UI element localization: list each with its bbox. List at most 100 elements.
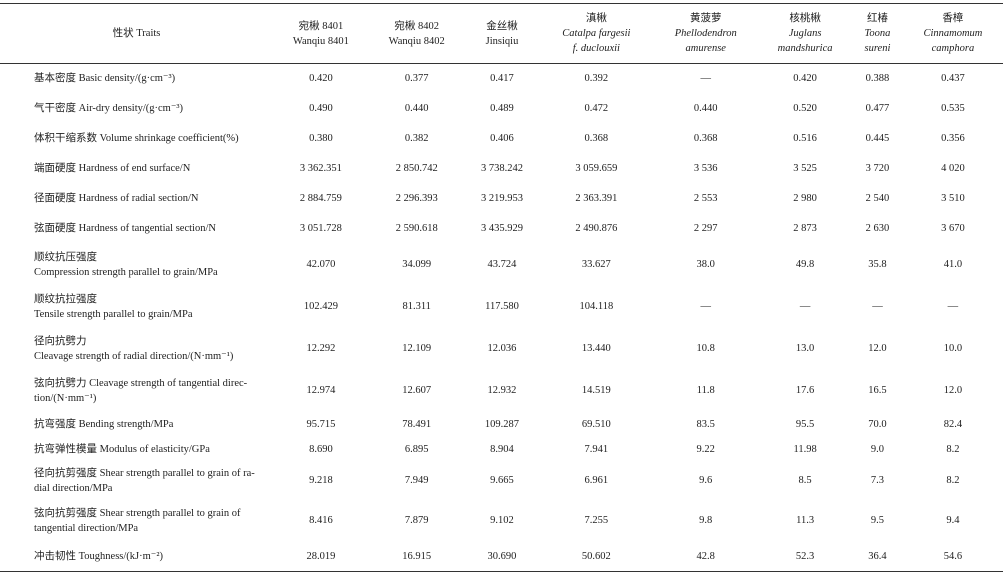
- value-cell: 3 219.953: [480, 193, 523, 204]
- trait-cell: 顺纹抗拉强度 Tensile strength parallel to grain…: [0, 286, 273, 328]
- value-cell: 2 873: [793, 223, 817, 234]
- trait-line: 径面硬度 Hardness of radial section/N: [34, 193, 199, 204]
- value-cell: 95.715: [306, 418, 336, 430]
- value-cell: 10.8: [696, 343, 715, 354]
- species-name: 红椿: [866, 13, 888, 24]
- value-cell: 82.4: [943, 418, 963, 430]
- value-cell: 2 363.391: [575, 193, 618, 204]
- value-cell: 2 590.618: [395, 223, 438, 234]
- data-row: 顺纹抗压强度 Compression strength parallel to g…: [0, 244, 1003, 286]
- data-row: 抗弯弹性模量 Modulus of elasticity/GPa 8.690 6.8…: [0, 437, 1003, 462]
- value-cell: 8.416: [309, 515, 333, 526]
- value-cell: 42.070: [306, 259, 336, 270]
- value-cell: 9.218: [309, 475, 333, 486]
- value-cell: 43.724: [487, 259, 517, 270]
- value-cell: 8.5: [798, 475, 812, 486]
- value-cell: 2 540: [865, 193, 890, 204]
- value-cell: 3 435.929: [480, 223, 523, 234]
- latin-name: sureni: [864, 43, 891, 54]
- value-cell: 7.949: [404, 475, 429, 486]
- value-cell: 0.516: [793, 133, 817, 144]
- trait-line: Cleavage strength of radial direction/(N…: [34, 350, 234, 362]
- column-header: 核桃楸 Juglans mandshurica: [758, 3, 853, 64]
- table-body: 基本密度 Basic density/(g·cm⁻³) 0.420 0.377 0.4…: [0, 64, 1003, 572]
- value-cell: 8.2: [946, 475, 960, 486]
- trait-header: 性状 Traits: [0, 3, 273, 64]
- value-cell: 3 536: [693, 163, 718, 174]
- latin-name: camphora: [931, 43, 975, 54]
- value-cell: 0.380: [309, 133, 333, 144]
- value-cell: 0.417: [490, 73, 514, 85]
- value-cell: 13.0: [795, 343, 815, 354]
- value-cell: —: [700, 73, 711, 85]
- value-cell: 0.420: [793, 73, 817, 85]
- value-cell: 12.0: [943, 385, 963, 396]
- value-cell: 2 630: [865, 223, 890, 234]
- trait-cell: 径面硬度 Hardness of radial section/N: [0, 184, 273, 214]
- species-name: 宛楸 8401: [298, 20, 344, 32]
- value-cell: 0.477: [865, 103, 890, 114]
- species-name: 香樟: [942, 13, 964, 24]
- value-cell: 0.356: [941, 133, 965, 144]
- value-cell: 3 670: [941, 223, 965, 234]
- value-cell: 109.287: [484, 418, 520, 430]
- trait-cell: 体积干缩系数 Volume shrinkage coefficient(%): [0, 124, 273, 154]
- trait-cell: 顺纹抗压强度 Compression strength parallel to g…: [0, 244, 273, 286]
- data-row: 端面硬度 Hardness of end surface/N 3 362.351 2…: [0, 154, 1003, 184]
- properties-table: 性状 Traits 宛楸 8401 Wanqiu 8401 宛楸 8402 Wanqi…: [0, 3, 1003, 572]
- value-cell: 102.429: [303, 301, 338, 312]
- value-cell: 12.932: [487, 385, 517, 396]
- value-cell: 34.099: [402, 259, 432, 270]
- value-cell: 41.0: [943, 259, 963, 270]
- column-header: 香樟 Cinnamomum camphora: [902, 3, 1003, 64]
- value-cell: 10.0: [943, 343, 963, 354]
- value-cell: 49.8: [795, 259, 815, 270]
- data-row: 径面硬度 Hardness of radial section/N 2 884.7…: [0, 184, 1003, 214]
- trait-line: 端面硬度 Hardness of end surface/N: [34, 163, 191, 174]
- value-cell: 2 980: [793, 193, 817, 204]
- value-cell: 9.8: [699, 515, 713, 526]
- value-cell: 2 296.393: [395, 193, 438, 204]
- data-row: 顺纹抗拉强度 Tensile strength parallel to grain…: [0, 286, 1003, 328]
- value-cell: 12.292: [306, 343, 336, 354]
- trait-line: 基本密度 Basic density/(g·cm⁻³): [34, 73, 176, 85]
- value-cell: 0.388: [865, 73, 890, 85]
- value-cell: 0.489: [490, 103, 514, 114]
- column-header: 滇楸 Catalpa fargesii f. duclouxii: [539, 3, 654, 64]
- latin-name: mandshurica: [777, 43, 833, 54]
- value-cell: 3 059.659: [575, 163, 618, 174]
- trait-line: 抗弯弹性模量 Modulus of elasticity/GPa: [34, 443, 210, 455]
- value-cell: 2 490.876: [575, 223, 618, 234]
- value-cell: 9.6: [699, 475, 713, 486]
- value-cell: 8.2: [946, 443, 960, 455]
- value-cell: 7.3: [870, 475, 885, 486]
- value-cell: 9.0: [870, 443, 885, 455]
- species-name: 宛楸 8402: [394, 20, 439, 32]
- trait-line: tion/(N·mm⁻¹): [34, 392, 97, 404]
- value-cell: 7.941: [584, 443, 609, 455]
- value-cell: 8.690: [309, 443, 333, 455]
- species-name: 黄菠萝: [689, 13, 722, 24]
- trait-line: 弦向抗剪强度 Shear strength parallel to grain …: [34, 507, 241, 519]
- value-cell: 0.535: [941, 103, 965, 114]
- value-cell: —: [799, 301, 811, 312]
- latin-name: f. duclouxii: [572, 43, 620, 54]
- column-header: 金丝楸 Jinsiqiu: [464, 3, 540, 64]
- value-cell: 95.5: [795, 418, 815, 430]
- value-cell: —: [700, 301, 711, 312]
- latin-name: Catalpa fargesii: [562, 28, 631, 39]
- value-cell: 6.961: [584, 475, 609, 486]
- value-cell: 9.4: [946, 515, 960, 526]
- value-cell: 35.8: [868, 259, 887, 270]
- trait-cell: 端面硬度 Hardness of end surface/N: [0, 154, 273, 184]
- value-cell: 83.5: [696, 418, 715, 430]
- value-cell: 12.109: [402, 343, 432, 354]
- trait-cell: 弦向抗劈力 Cleavage strength of tangential di…: [0, 370, 273, 412]
- trait-cell: 基本密度 Basic density/(g·cm⁻³): [0, 64, 273, 94]
- value-cell: 70.0: [868, 418, 887, 430]
- value-cell: 3 510: [941, 193, 965, 204]
- value-cell: 11.3: [796, 515, 815, 526]
- value-cell: 0.520: [793, 103, 817, 114]
- trait-cell: 径向抗剪强度 Shear strength parallel to grain …: [0, 462, 273, 500]
- latin-name: Cinnamomum: [923, 28, 983, 39]
